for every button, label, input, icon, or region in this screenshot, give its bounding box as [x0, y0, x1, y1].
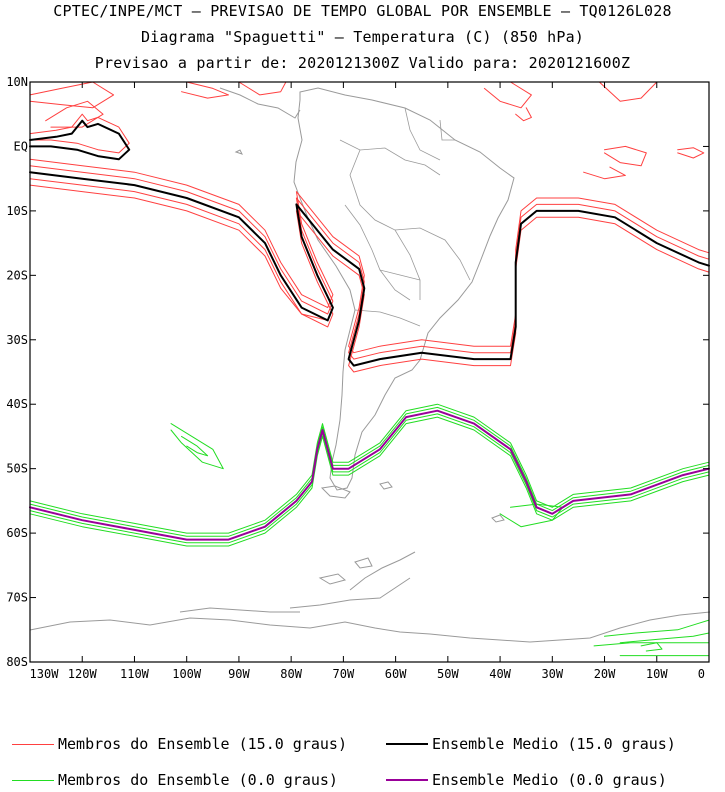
coastline-layer	[29, 87, 711, 643]
antarctica-islands	[318, 514, 505, 585]
chart-title-line-2: Diagrama "Spaguetti" – Temperatura (C) (…	[140, 28, 585, 46]
legend-item-mean-15: Ensemble Medio (15.0 graus)	[386, 735, 676, 753]
galapagos	[234, 149, 243, 155]
legend-item-members-0: Membros do Ensemble (0.0 graus)	[12, 771, 338, 789]
lon-tick-label: 70W	[333, 667, 355, 681]
contour-member-0-8	[619, 632, 710, 657]
contour-mean-15-0	[29, 171, 710, 367]
legend-swatch-members-15	[12, 743, 54, 745]
lon-tick-label: 20W	[594, 667, 616, 681]
contour-member-15-14	[598, 81, 658, 102]
lat-tick-label: 20S	[6, 268, 28, 282]
lon-tick-label: 30W	[541, 667, 563, 681]
tierra-del-fuego	[320, 485, 351, 499]
lon-tick-label: 110W	[120, 667, 150, 681]
contour-member-15-7	[181, 81, 229, 99]
lat-tick-label: 80S	[6, 655, 28, 669]
contour-member-15-13	[515, 107, 532, 122]
antarctic-peninsula	[179, 551, 416, 613]
country-borders	[339, 107, 471, 327]
lon-tick-label: 50W	[437, 667, 459, 681]
legend-label-members-15: Membros do Ensemble (15.0 graus)	[58, 735, 347, 753]
contour-member-0-4	[499, 503, 564, 528]
lon-tick-label: 120W	[68, 667, 98, 681]
lat-tick-label: EQ	[14, 139, 28, 153]
lat-tick-label: 70S	[6, 591, 28, 605]
legend-label-mean-15: Ensemble Medio (15.0 graus)	[432, 735, 676, 753]
legend-label-mean-0: Ensemble Medio (0.0 graus)	[432, 771, 667, 789]
contour-member-15-9	[604, 145, 647, 167]
contour-member-15-0	[29, 178, 710, 373]
lon-tick-label: 60W	[385, 667, 407, 681]
contour-member-15-12	[483, 81, 532, 109]
legend-swatch-members-0	[12, 779, 54, 781]
contour-member-0-2	[29, 413, 710, 544]
chart-title-line-3: Previsao a partir de: 2020121300Z Valido…	[94, 54, 631, 72]
lon-tick-label: 0	[698, 667, 705, 681]
contour-member-15-8	[238, 81, 287, 96]
contour-member-0-10	[640, 642, 663, 652]
lon-tick-label: 130W	[30, 667, 60, 681]
lon-tick-label: 90W	[228, 667, 250, 681]
contour-member-0-3	[29, 406, 710, 537]
lat-tick-label: 30S	[6, 333, 28, 347]
chart-title-line-1: CPTEC/INPE/MCT – PREVISAO DE TEMPO GLOBA…	[53, 2, 672, 20]
contour-member-0-6	[181, 435, 209, 457]
contour-mean-0-0	[29, 409, 710, 541]
antarctica-coastline	[29, 611, 711, 643]
contour-layer	[29, 81, 710, 663]
contour-mean-15-1	[29, 119, 131, 161]
legend-swatch-mean-0	[386, 779, 428, 781]
legend-swatch-mean-15	[386, 743, 428, 745]
lat-tick-label: 50S	[6, 462, 28, 476]
lon-tick-label: 80W	[280, 667, 302, 681]
contour-member-15-1	[29, 165, 710, 360]
lat-tick-label: 40S	[6, 397, 28, 411]
lat-tick-label: 10N	[6, 75, 28, 89]
contour-member-15-2	[29, 184, 710, 367]
contour-member-15-5	[29, 81, 115, 109]
contour-member-0-5	[170, 423, 224, 470]
falkland-islands	[379, 481, 393, 490]
central-america-coastline	[219, 87, 301, 119]
contour-member-15-11	[583, 166, 626, 180]
lon-tick-label: 100W	[172, 667, 202, 681]
contour-member-0-0	[29, 403, 710, 534]
contour-member-15-3	[29, 158, 710, 354]
contour-member-15-10	[677, 147, 705, 159]
axis-ticks	[29, 81, 710, 663]
legend-item-members-15: Membros do Ensemble (15.0 graus)	[12, 735, 347, 753]
contour-member-0-9	[593, 642, 710, 663]
legend-item-mean-0: Ensemble Medio (0.0 graus)	[386, 771, 667, 789]
map-frame	[29, 81, 710, 663]
lon-tick-label: 40W	[489, 667, 511, 681]
lat-tick-label: 60S	[6, 526, 28, 540]
lon-tick-label: 10W	[646, 667, 668, 681]
legend-label-members-0: Membros do Ensemble (0.0 graus)	[58, 771, 338, 789]
lat-tick-label: 10S	[6, 204, 28, 218]
